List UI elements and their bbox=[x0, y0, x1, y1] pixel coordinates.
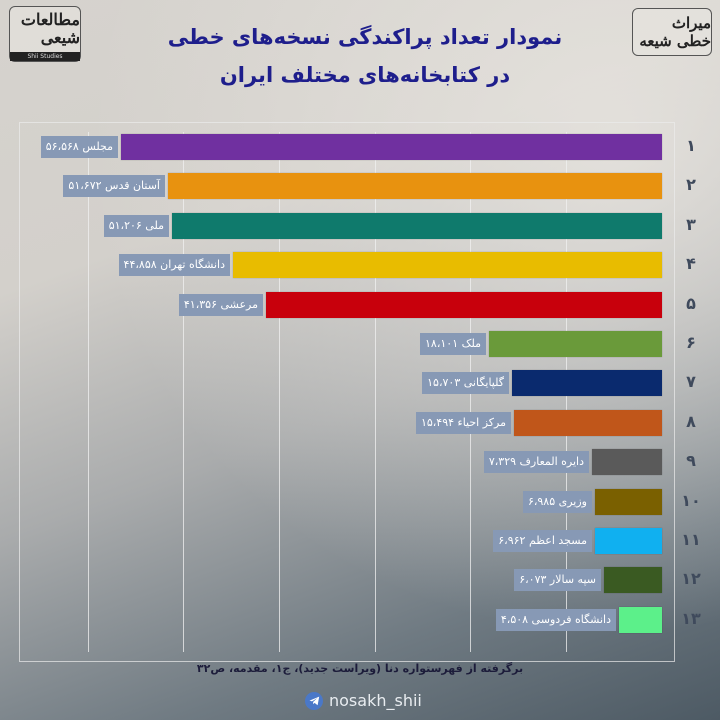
bar-label-10: وزیری ۶،۹۸۵ bbox=[522, 491, 592, 513]
bar-13 bbox=[619, 607, 662, 633]
gridline bbox=[88, 132, 89, 652]
gridline bbox=[279, 132, 280, 652]
bar-label-11: مسجد اعظم ۶،۹۶۲ bbox=[493, 530, 592, 552]
bar-label-3: ملی ۵۱،۲۰۶ bbox=[103, 215, 169, 237]
bar-1 bbox=[121, 134, 662, 160]
bar-label-7: گلپایگانی ۱۵،۷۰۳ bbox=[422, 372, 509, 394]
telegram-icon bbox=[305, 691, 323, 710]
rank-6: ۶ bbox=[686, 333, 696, 352]
rank-11: ۱۱ bbox=[681, 530, 701, 549]
rank-4: ۴ bbox=[686, 254, 696, 273]
telegram-handle[interactable]: nosakh_shii bbox=[305, 691, 422, 710]
shii-studies-logo: مطالعات شیعی Shii Studies bbox=[9, 6, 81, 62]
bar-label-8: مرکز احیاء ۱۵،۴۹۴ bbox=[415, 412, 511, 434]
rank-3: ۳ bbox=[686, 215, 696, 234]
rank-7: ۷ bbox=[686, 372, 696, 391]
chart-frame bbox=[19, 122, 675, 662]
chart-title: نمودار تعداد پراکندگی نسخه‌های خطی در کت… bbox=[0, 18, 720, 94]
bar-8 bbox=[514, 410, 662, 436]
bar-9 bbox=[592, 449, 662, 475]
bar-12 bbox=[604, 567, 662, 593]
bar-label-12: سپه سالار ۶،۰۷۳ bbox=[514, 569, 601, 591]
logo-left-text: مطالعات شیعی bbox=[20, 10, 80, 47]
rank-1: ۱ bbox=[686, 136, 696, 155]
rank-8: ۸ bbox=[686, 412, 696, 431]
title-line-1: نمودار تعداد پراکندگی نسخه‌های خطی bbox=[167, 25, 563, 49]
logo-right-text: میراث خطی شیعه bbox=[639, 14, 711, 50]
gridline bbox=[183, 132, 184, 652]
bar-label-1: مجلس ۵۶،۵۶۸ bbox=[40, 136, 118, 158]
bar-label-9: دایره المعارف ۷،۳۲۹ bbox=[483, 451, 589, 473]
bar-11 bbox=[595, 528, 662, 554]
bar-4 bbox=[233, 252, 662, 278]
bar-6 bbox=[489, 331, 662, 357]
rank-9: ۹ bbox=[686, 451, 696, 470]
telegram-handle-text: nosakh_shii bbox=[329, 691, 422, 710]
miras-khatti-logo: میراث خطی شیعه bbox=[632, 8, 712, 56]
rank-12: ۱۲ bbox=[681, 569, 701, 588]
bar-label-4: دانشگاه تهران ۴۴،۸۵۸ bbox=[118, 254, 230, 276]
gridline bbox=[375, 132, 376, 652]
bar-label-5: مرعشی ۴۱،۳۵۶ bbox=[178, 294, 263, 316]
logo-left-subtitle: Shii Studies bbox=[10, 52, 80, 61]
bar-label-2: آستان قدس ۵۱،۶۷۲ bbox=[63, 175, 165, 197]
bar-label-13: دانشگاه فردوسی ۴،۵۰۸ bbox=[495, 609, 616, 631]
bar-10 bbox=[595, 489, 662, 515]
title-line-2: در کتابخانه‌های مختلف ایران bbox=[219, 63, 511, 87]
rank-10: ۱۰ bbox=[681, 491, 701, 510]
source-citation: برگرفته از فهرستواره دنا (ویراست جدید)، … bbox=[196, 662, 524, 675]
bar-2 bbox=[168, 173, 662, 199]
bar-3 bbox=[172, 213, 662, 239]
rank-5: ۵ bbox=[686, 294, 696, 313]
rank-13: ۱۳ bbox=[681, 609, 701, 628]
bar-label-6: ملک ۱۸،۱۰۱ bbox=[420, 333, 486, 355]
bar-5 bbox=[266, 292, 662, 318]
rank-2: ۲ bbox=[686, 175, 696, 194]
bar-7 bbox=[512, 370, 662, 396]
